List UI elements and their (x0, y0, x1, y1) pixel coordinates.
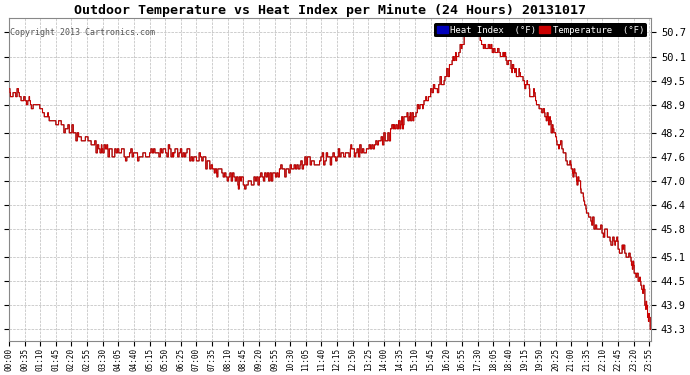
Legend: Heat Index  (°F), Temperature  (°F): Heat Index (°F), Temperature (°F) (434, 23, 647, 38)
Title: Outdoor Temperature vs Heat Index per Minute (24 Hours) 20131017: Outdoor Temperature vs Heat Index per Mi… (74, 4, 586, 17)
Text: Copyright 2013 Cartronics.com: Copyright 2013 Cartronics.com (10, 28, 155, 37)
